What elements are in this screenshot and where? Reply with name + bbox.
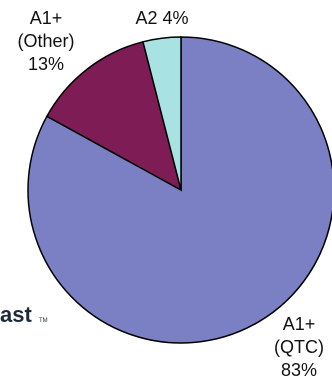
pie-slice-1 (45, 40, 183, 192)
logo-tm: TM (39, 318, 48, 324)
pie-labels: A1+ (QTC) 83% A1+ (Other) 13% A2 4% (17, 8, 324, 380)
slice-label-0: A1+ (QTC) 83% (274, 314, 324, 380)
slice-label-1: A1+ (Other) 13% (17, 8, 74, 74)
logo: ast TM (0, 302, 48, 327)
logo-text: ast (0, 302, 32, 327)
pie-slice-2 (142, 36, 182, 191)
pie-slices (27, 36, 332, 344)
slice-label-2: A2 4% (135, 8, 188, 28)
